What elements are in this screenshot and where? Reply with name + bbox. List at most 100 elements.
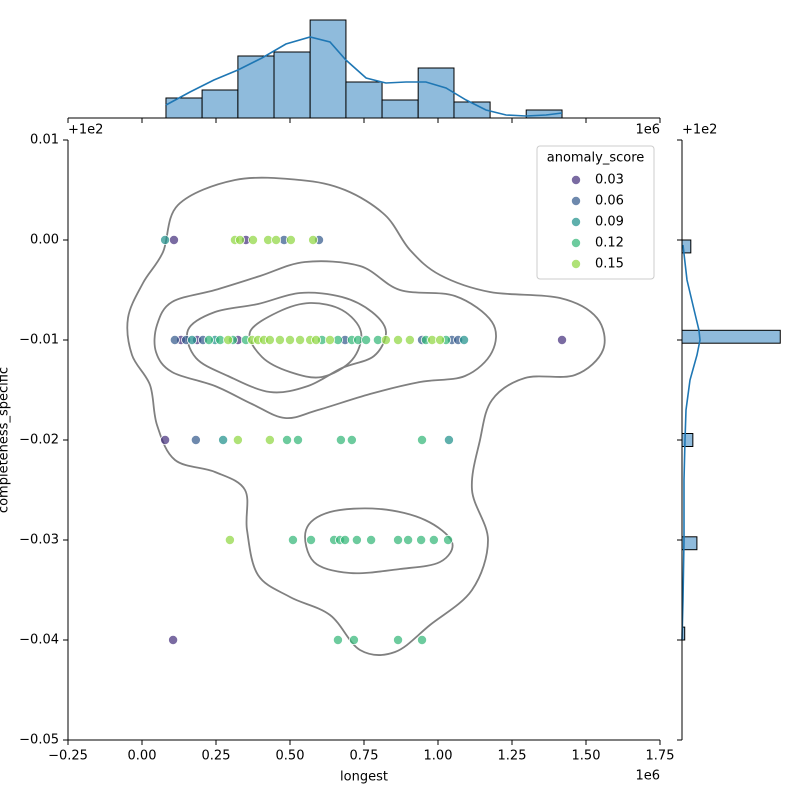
contour-line (304, 507, 454, 575)
scatter-point (274, 334, 285, 345)
hist-bar (201, 89, 239, 119)
scatter-point (232, 434, 243, 445)
scatter-point (351, 535, 362, 546)
scatter-point (282, 434, 293, 445)
scatter-point (366, 535, 377, 546)
legend-marker (571, 174, 582, 185)
x-tick-label: 1.25 (498, 749, 527, 764)
x-tick-label: 0.00 (128, 749, 157, 764)
hist-bar (237, 55, 275, 119)
scatter-point (223, 334, 234, 345)
scatter-point (160, 434, 171, 445)
scatter-point (403, 535, 414, 546)
legend-label: 0.09 (595, 215, 624, 230)
scatter-point (417, 434, 428, 445)
scatter-point (435, 334, 446, 345)
scatter-point (324, 334, 335, 345)
y-tick-label: −0.01 (19, 333, 59, 348)
hist-bar (681, 329, 781, 344)
x-tick-label: 1.75 (646, 749, 675, 764)
hist-bar (309, 19, 347, 119)
kde-line (165, 36, 563, 117)
y-offset-text: +1e2 (68, 123, 103, 138)
scatter-point (361, 334, 372, 345)
scatter-point (234, 234, 245, 245)
y-tick-label: −0.03 (19, 533, 59, 548)
legend-marker (571, 195, 582, 206)
x-tick-label: 0.25 (202, 749, 231, 764)
y-tick-label: −0.05 (19, 733, 59, 748)
y-tick-label: −0.04 (19, 633, 59, 648)
scatter-point (168, 635, 179, 646)
contour-line (248, 302, 363, 379)
legend-box (536, 145, 655, 280)
scatter-point (443, 535, 454, 546)
scatter-point (247, 234, 258, 245)
scatter-point (380, 334, 391, 345)
scatter-point (459, 334, 470, 345)
x-tick-label: −0.25 (48, 749, 88, 764)
scatter-point (218, 434, 229, 445)
contour-line (186, 291, 387, 394)
x-offset-text: 1e6 (635, 769, 660, 784)
x-tick-label: 1.00 (424, 749, 453, 764)
scatter-point (311, 334, 322, 345)
legend-marker (571, 237, 582, 248)
hist-bar (381, 99, 419, 119)
scatter-point (284, 334, 295, 345)
legend-marker (571, 216, 582, 227)
x-tick-label: 1.50 (572, 749, 601, 764)
scatter-point (340, 535, 351, 546)
scatter-point (160, 234, 171, 245)
scatter-point (187, 334, 198, 345)
contour-line (153, 260, 497, 420)
hist-bar (165, 97, 203, 119)
y-tick-label: 0.01 (30, 133, 59, 148)
scatter-point (428, 535, 439, 546)
scatter-point (348, 635, 359, 646)
scatter-point (295, 334, 306, 345)
scatter-point (308, 234, 319, 245)
scatter-point (335, 434, 346, 445)
scatter-point (393, 635, 404, 646)
scatter-point (169, 334, 180, 345)
y-tick-label: −0.02 (19, 433, 59, 448)
x-tick-label: 0.50 (276, 749, 305, 764)
scatter-point (271, 234, 282, 245)
scatter-point (417, 635, 428, 646)
legend-label: 0.03 (595, 173, 624, 188)
legend-title: anomaly_score (547, 151, 645, 166)
x-tick-label: 0.75 (350, 749, 379, 764)
contour-line (126, 176, 606, 656)
y-tick-label: 0.00 (30, 233, 59, 248)
hist-bar (681, 433, 694, 447)
scatter-point (264, 434, 275, 445)
scatter-point (332, 635, 343, 646)
kde-contours (126, 176, 606, 656)
scatter-point (292, 434, 303, 445)
scatter-point (287, 535, 298, 546)
scatter-point (404, 334, 415, 345)
hist-bar (345, 81, 383, 119)
top-x-offset-text: 1e6 (635, 123, 660, 138)
scatter-point (346, 434, 357, 445)
scatter-point (443, 434, 454, 445)
kde-line (681, 244, 701, 641)
scatter-point (224, 535, 235, 546)
legend-label: 0.15 (595, 257, 624, 272)
scatter-point (203, 334, 214, 345)
legend-label: 0.06 (595, 194, 624, 209)
scatter-point (393, 334, 404, 345)
y-axis-label: completeness_specific (0, 367, 12, 513)
hist-bar (273, 51, 311, 119)
scatter-point (393, 535, 404, 546)
hist-bar (417, 67, 455, 119)
legend-label: 0.12 (595, 236, 624, 251)
scatter-point (190, 434, 201, 445)
scatter-point (416, 535, 427, 546)
scatter-point (285, 234, 296, 245)
scatter-point (557, 334, 568, 345)
side-y-offset-text: +1e2 (682, 123, 717, 138)
scatter-point (168, 234, 179, 245)
